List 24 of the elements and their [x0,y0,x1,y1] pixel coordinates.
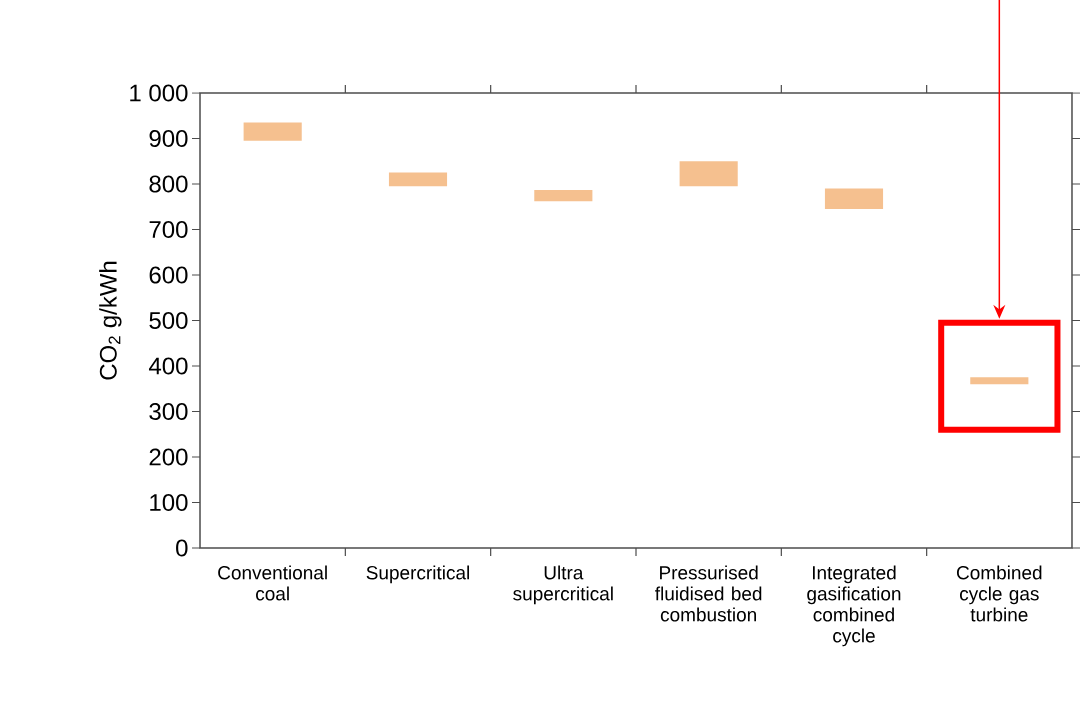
y-axis-title: CO$_{2}$ g/kWh [99,261,122,380]
x-tick-label: Conventional coal [218,565,327,601]
y-tick-label: 200 [149,448,188,466]
bar [388,172,448,187]
y-tick-label: 100 [150,494,188,511]
bar [824,188,884,210]
bar [534,189,593,202]
bar [243,122,302,141]
x-tick-label: Pressurised fluidised bed combustion [655,565,762,622]
y-tick-label: 600 [149,266,188,284]
y-tick-label: 1 000 [130,84,188,102]
y-tick-label: 500 [149,312,188,329]
y-tick-label: 900 [149,130,188,147]
bar [970,377,1029,385]
x-tick-label: Integrated gasification combined cycle [807,565,901,647]
y-tick-label: 0 [176,539,188,557]
x-tick-label: Supercritical [366,565,469,584]
y-tick-label: 300 [149,403,188,420]
x-tick-label: Ultra supercritical [513,565,613,605]
x-tick-label: Combined cycle gas turbine [956,565,1042,622]
bar [679,161,738,187]
y-tick-label: 400 [148,357,188,375]
y-tick-label: 800 [149,175,188,193]
y-tick-label: 700 [149,221,188,238]
